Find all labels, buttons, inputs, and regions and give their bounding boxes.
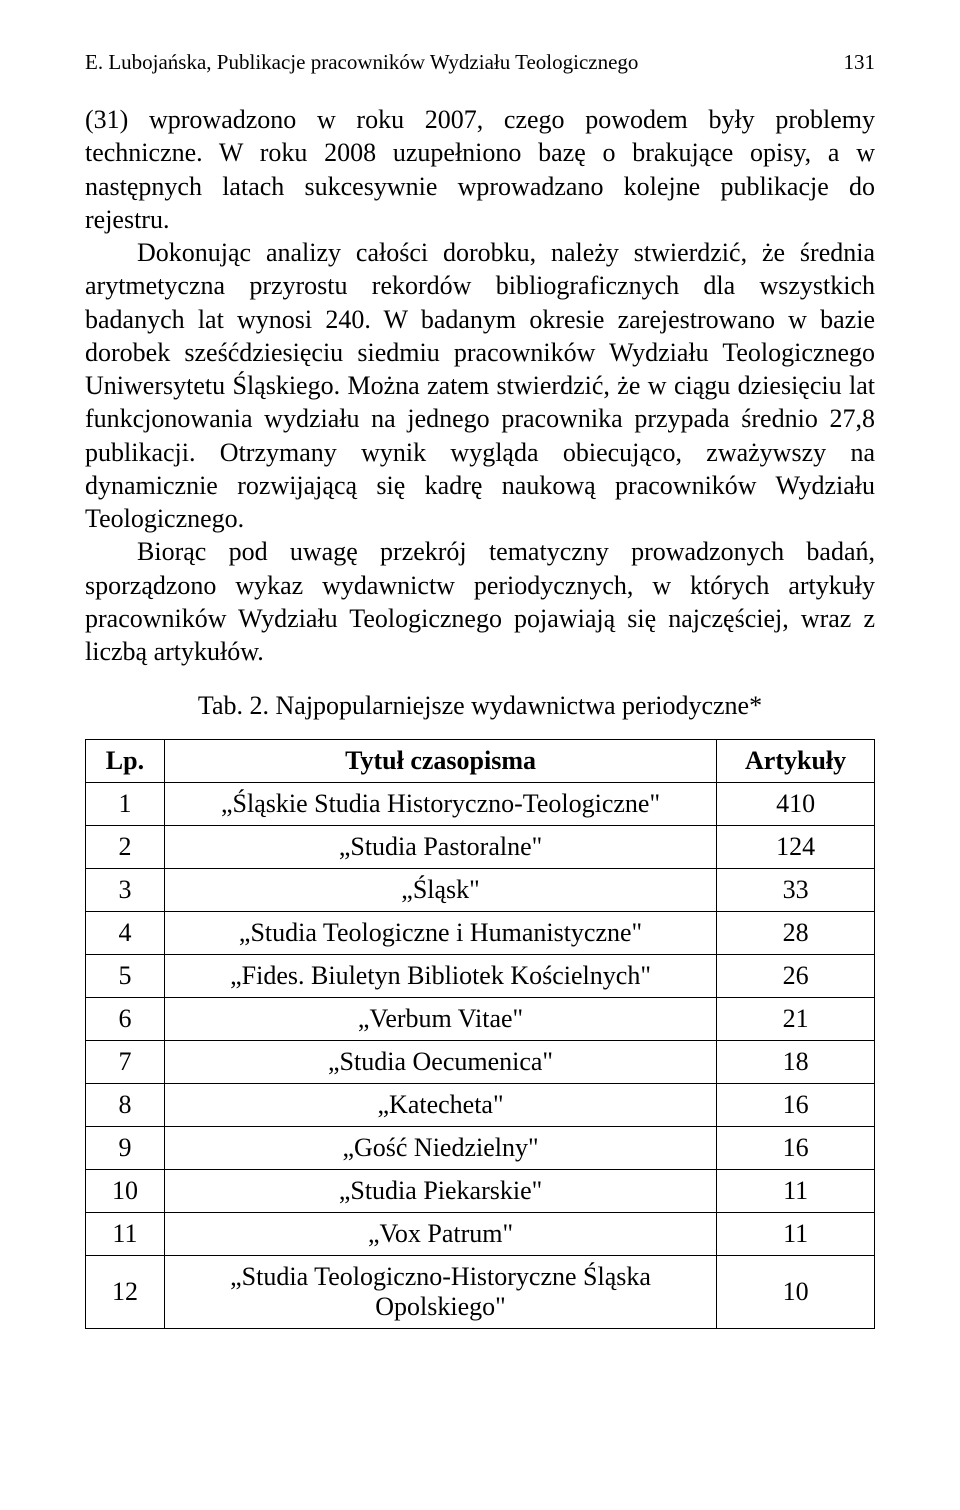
table-row: 1„Śląskie Studia Historyczno-Teologiczne… — [86, 782, 875, 825]
table-cell-title: „Studia Oecumenica" — [164, 1040, 716, 1083]
table-cell-lp: 1 — [86, 782, 165, 825]
table-cell-count: 11 — [717, 1169, 875, 1212]
body-paragraph-3: Biorąc pod uwagę przekrój tematyczny pro… — [85, 535, 875, 668]
table-cell-title: „Śląskie Studia Historyczno-Teologiczne" — [164, 782, 716, 825]
table-row: 10„Studia Piekarskie"11 — [86, 1169, 875, 1212]
table-cell-title: „Studia Pastoralne" — [164, 825, 716, 868]
table-header-lp: Lp. — [86, 739, 165, 782]
table-cell-count: 21 — [717, 997, 875, 1040]
table-cell-title: „Studia Teologiczne i Humanistyczne" — [164, 911, 716, 954]
table-cell-title: „Fides. Biuletyn Bibliotek Kościelnych" — [164, 954, 716, 997]
page-number: 131 — [844, 50, 876, 75]
table-row: 5„Fides. Biuletyn Bibliotek Kościelnych"… — [86, 954, 875, 997]
table-cell-count: 18 — [717, 1040, 875, 1083]
periodicals-table: Lp. Tytuł czasopisma Artykuły 1„Śląskie … — [85, 739, 875, 1329]
table-cell-title: „Studia Piekarskie" — [164, 1169, 716, 1212]
table-cell-title: „Katecheta" — [164, 1083, 716, 1126]
table-cell-count: 16 — [717, 1083, 875, 1126]
table-cell-count: 33 — [717, 868, 875, 911]
table-cell-lp: 4 — [86, 911, 165, 954]
table-row: 4„Studia Teologiczne i Humanistyczne"28 — [86, 911, 875, 954]
table-cell-lp: 6 — [86, 997, 165, 1040]
table-row: 7„Studia Oecumenica"18 — [86, 1040, 875, 1083]
table-cell-title: „Vox Patrum" — [164, 1212, 716, 1255]
table-cell-lp: 7 — [86, 1040, 165, 1083]
table-cell-lp: 3 — [86, 868, 165, 911]
table-cell-lp: 5 — [86, 954, 165, 997]
table-row: 2„Studia Pastoralne"124 — [86, 825, 875, 868]
table-cell-count: 10 — [717, 1255, 875, 1328]
table-cell-lp: 12 — [86, 1255, 165, 1328]
table-cell-title: „Gość Niedzielny" — [164, 1126, 716, 1169]
table-cell-lp: 9 — [86, 1126, 165, 1169]
table-cell-title: „Studia Teologiczno-Historyczne Śląska O… — [164, 1255, 716, 1328]
table-row: 11„Vox Patrum"11 — [86, 1212, 875, 1255]
table-row: 6„Verbum Vitae"21 — [86, 997, 875, 1040]
table-cell-lp: 8 — [86, 1083, 165, 1126]
table-cell-lp: 10 — [86, 1169, 165, 1212]
table-cell-title: „Śląsk" — [164, 868, 716, 911]
running-title: E. Lubojańska, Publikacje pracowników Wy… — [85, 50, 824, 75]
table-header-count: Artykuły — [717, 739, 875, 782]
table-cell-count: 124 — [717, 825, 875, 868]
table-cell-lp: 11 — [86, 1212, 165, 1255]
table-cell-count: 26 — [717, 954, 875, 997]
table-caption: Tab. 2. Najpopularniejsze wydawnictwa pe… — [85, 691, 875, 721]
table-header-title: Tytuł czasopisma — [164, 739, 716, 782]
table-row: 8„Katecheta"16 — [86, 1083, 875, 1126]
table-cell-count: 28 — [717, 911, 875, 954]
table-row: 9„Gość Niedzielny"16 — [86, 1126, 875, 1169]
table-cell-lp: 2 — [86, 825, 165, 868]
running-header: E. Lubojańska, Publikacje pracowników Wy… — [85, 50, 875, 75]
table-cell-title: „Verbum Vitae" — [164, 997, 716, 1040]
body-paragraph-2: Dokonując analizy całości dorobku, należ… — [85, 236, 875, 535]
table-cell-count: 16 — [717, 1126, 875, 1169]
table-row: 3„Śląsk"33 — [86, 868, 875, 911]
table-cell-count: 11 — [717, 1212, 875, 1255]
table-row: 12„Studia Teologiczno-Historyczne Śląska… — [86, 1255, 875, 1328]
body-paragraph-1: (31) wprowadzono w roku 2007, czego powo… — [85, 103, 875, 236]
table-cell-count: 410 — [717, 782, 875, 825]
table-header-row: Lp. Tytuł czasopisma Artykuły — [86, 739, 875, 782]
